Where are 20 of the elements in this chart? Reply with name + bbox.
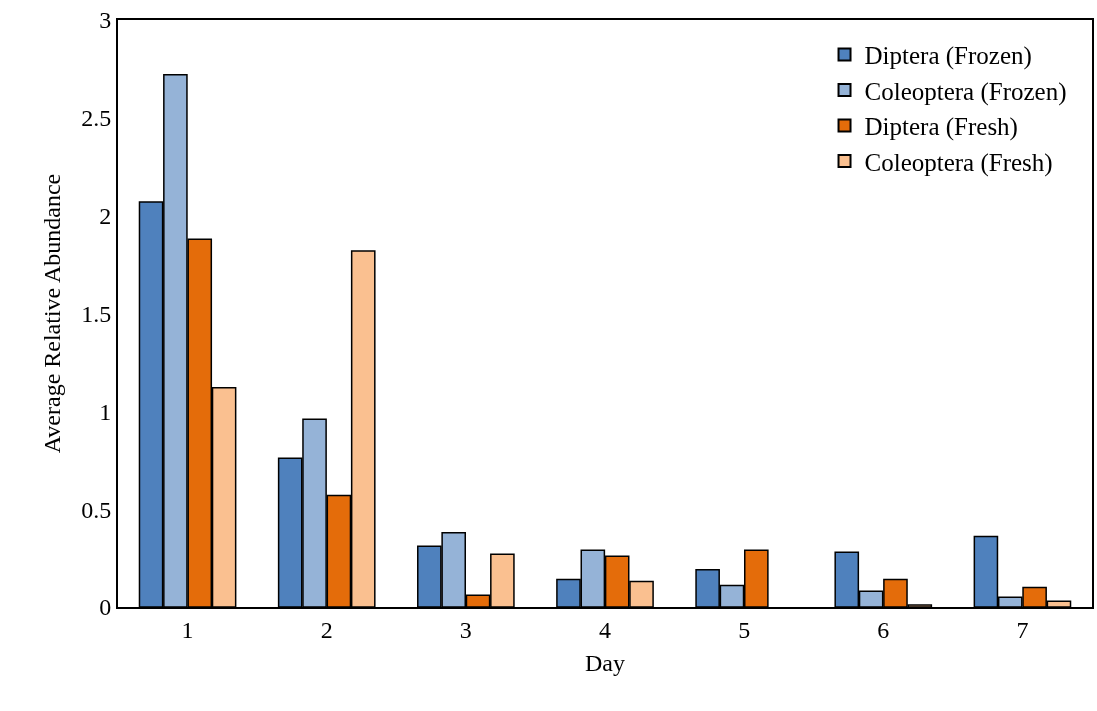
x-tick-label: 6 bbox=[877, 616, 890, 643]
y-tick-label: 2 bbox=[99, 203, 112, 230]
legend-label: Coleoptera (Fresh) bbox=[864, 148, 1053, 177]
x-tick-label: 4 bbox=[599, 616, 611, 643]
x-tick-label: 1 bbox=[181, 616, 194, 643]
y-axis-title: Average Relative Abundance bbox=[38, 173, 65, 454]
legend-label: Coleoptera (Frozen) bbox=[864, 77, 1067, 106]
x-tick-label: 5 bbox=[738, 616, 751, 643]
x-axis-title: Day bbox=[585, 649, 625, 676]
x-tick-label: 7 bbox=[1016, 616, 1029, 643]
y-tick-label: 3 bbox=[99, 7, 112, 34]
y-tick-label: 0 bbox=[99, 594, 112, 621]
y-tick-label: 2.5 bbox=[81, 105, 112, 132]
x-tick-label: 2 bbox=[320, 616, 333, 643]
y-tick-label: 1 bbox=[99, 398, 112, 425]
x-tick-label: 3 bbox=[459, 616, 472, 643]
y-tick-label: 0.5 bbox=[81, 496, 112, 523]
y-tick-label: 1.5 bbox=[81, 300, 112, 327]
legend-label: Diptera (Frozen) bbox=[864, 42, 1032, 71]
legend-label: Diptera (Fresh) bbox=[864, 113, 1018, 142]
